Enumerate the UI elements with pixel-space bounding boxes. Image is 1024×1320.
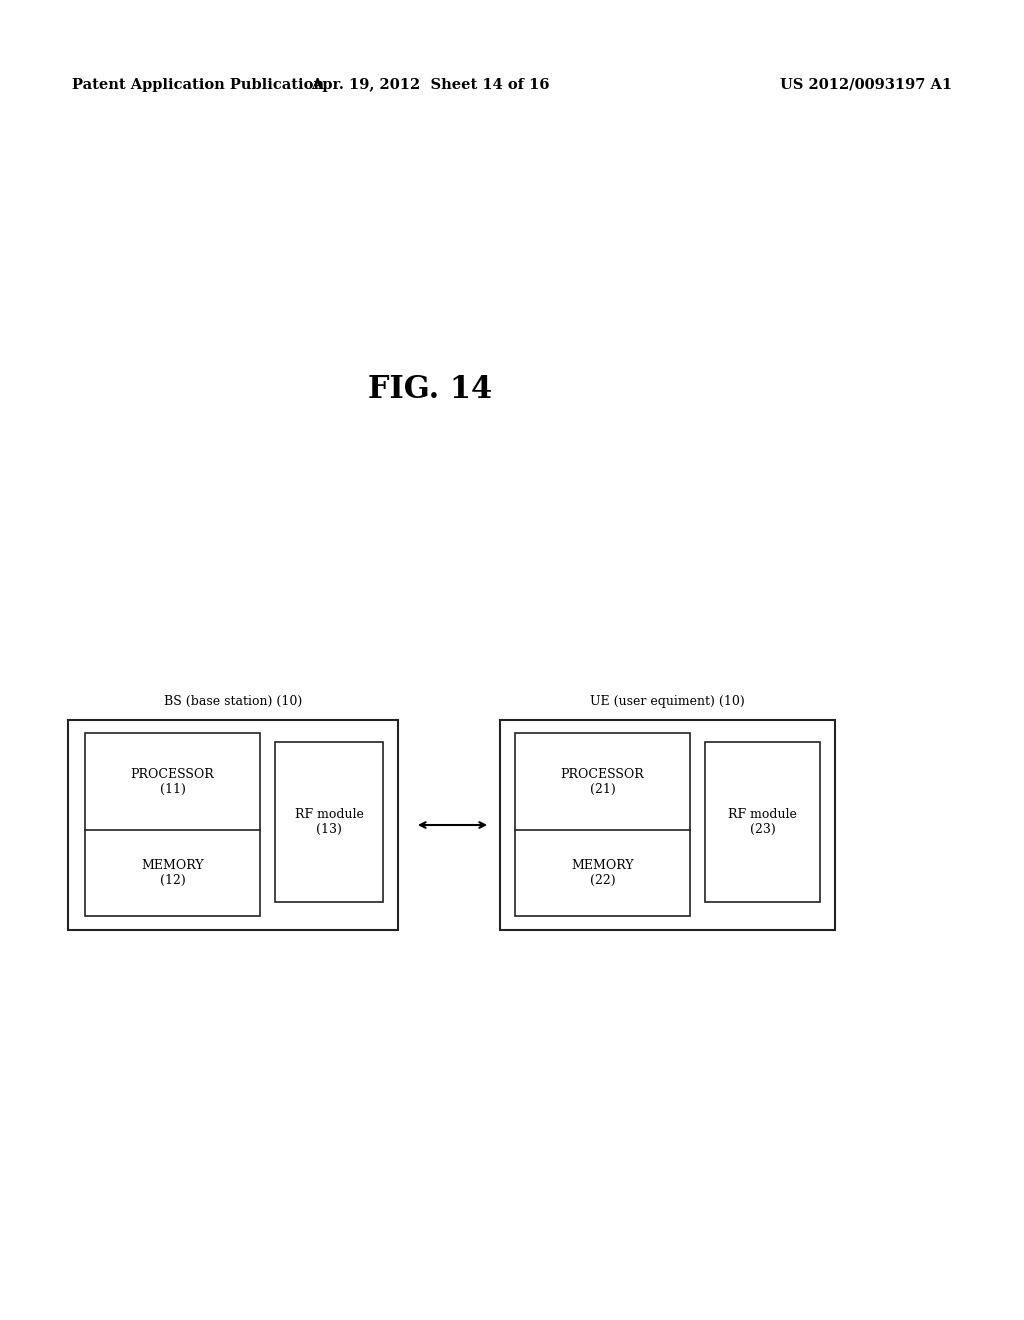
Bar <box>275 742 383 902</box>
Text: RF module
(13): RF module (13) <box>295 808 364 836</box>
Text: US 2012/0093197 A1: US 2012/0093197 A1 <box>780 78 952 92</box>
Text: MEMORY
(22): MEMORY (22) <box>571 859 634 887</box>
Text: FIG. 14: FIG. 14 <box>368 375 493 405</box>
Bar <box>705 742 820 902</box>
Bar <box>68 719 398 931</box>
Text: Apr. 19, 2012  Sheet 14 of 16: Apr. 19, 2012 Sheet 14 of 16 <box>310 78 549 92</box>
Bar <box>500 719 835 931</box>
Text: PROCESSOR
(11): PROCESSOR (11) <box>131 768 214 796</box>
Text: BS (base station) (10): BS (base station) (10) <box>164 696 302 708</box>
Text: PROCESSOR
(21): PROCESSOR (21) <box>560 768 644 796</box>
Text: MEMORY
(12): MEMORY (12) <box>141 859 204 887</box>
Text: Patent Application Publication: Patent Application Publication <box>72 78 324 92</box>
Text: UE (user equiment) (10): UE (user equiment) (10) <box>590 696 744 708</box>
Bar <box>515 733 690 916</box>
Bar <box>85 733 260 916</box>
Text: RF module
(23): RF module (23) <box>728 808 797 836</box>
